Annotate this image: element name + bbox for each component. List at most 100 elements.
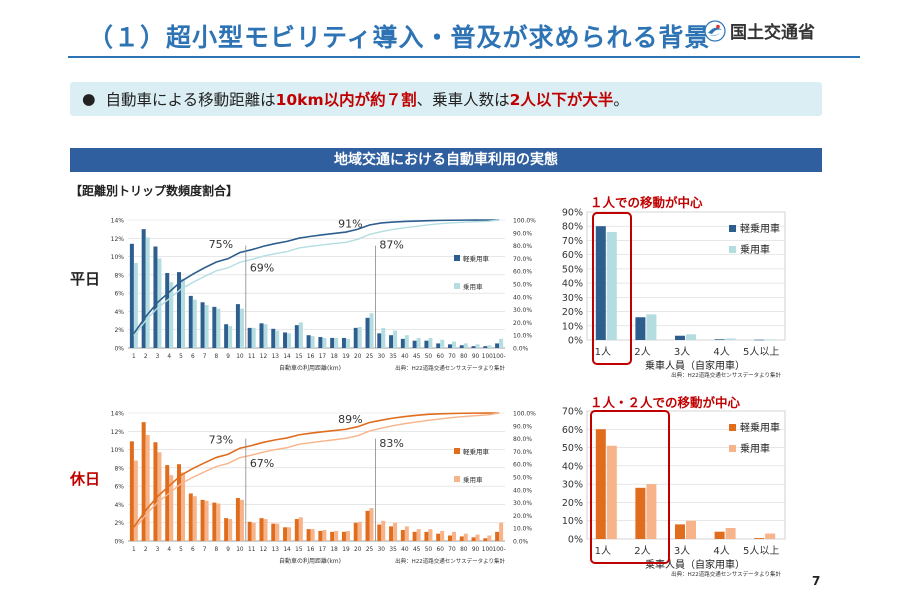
x-tick-label: 3 — [156, 354, 160, 360]
x-tick-label: 16 — [307, 547, 315, 553]
bar-乗用車-80 — [463, 343, 468, 348]
bar-軽乗用車-12 — [259, 518, 264, 541]
bar-乗用車-35 — [393, 330, 398, 348]
y2-tick-label: 70.0% — [513, 449, 532, 456]
bar-乗用車-50 — [428, 337, 433, 348]
holiday-passenger-chart: 0% 10% 20% 30% 40% 50% 60% 70% 1人 2人 3人 4人 5人以上乗車人員（… — [562, 407, 786, 578]
legend-swatch-乗用車 — [454, 476, 460, 482]
bar-乗用車-5 — [181, 278, 186, 348]
x-tick-label: 13 — [272, 354, 280, 360]
x-tick-label: 70 — [448, 547, 456, 553]
y-tick-label: 20% — [562, 498, 583, 509]
bar-乗用車-50 — [428, 529, 433, 541]
bar-乗用車-7 — [204, 500, 209, 541]
bar-乗用車-4 — [169, 475, 174, 541]
bar-軽乗用車-35 — [389, 526, 394, 541]
bar-乗用車-3 — [157, 452, 162, 541]
summary-box: ● 自動車による移動距離は 10km以内が約７割 、乗車人数は 2人以下が大半。 — [70, 82, 822, 116]
x-tick-label: 90 — [472, 354, 480, 360]
bar-軽乗用車-5人以上 — [754, 339, 765, 341]
x-tick-label: 35 — [389, 354, 397, 360]
y2-tick-label: 100.0% — [513, 411, 536, 418]
bar-軽乗用車-20 — [353, 327, 358, 348]
y-tick-label: 60% — [562, 425, 583, 436]
y-tick-label: 12% — [111, 236, 125, 243]
x-tick-label: 11 — [248, 354, 256, 360]
cumulative-line-乗用車 — [133, 219, 500, 337]
holiday-distance-chart: 0% 2% 4% 6% 8% 10% 12% 14% 0.0% 10.0% 20.0% 30.0% 40… — [111, 411, 537, 566]
cumulative-annotation: 91% — [338, 218, 362, 231]
x-axis-label: 乗車人員（自家用車） — [645, 558, 745, 571]
bar-乗用車-5人以上 — [765, 533, 776, 539]
x-tick-label: 2 — [144, 354, 148, 360]
x-tick-label: 100 — [482, 354, 493, 360]
bar-乗用車-11 — [251, 522, 256, 541]
x-tick-label: 12 — [260, 547, 268, 553]
x-tick-label: 13 — [272, 547, 280, 553]
x-tick-label: 5人以上 — [743, 346, 779, 358]
bar-乗用車-100- — [499, 338, 504, 348]
y2-tick-label: 0.0% — [513, 539, 529, 546]
cumulative-annotation: 69% — [250, 262, 274, 275]
y-tick-label: 2% — [114, 520, 124, 527]
x-tick-label: 50 — [425, 547, 433, 553]
bar-軽乗用車-5 — [177, 464, 182, 541]
y-tick-label: 0% — [114, 539, 124, 546]
bar-乗用車-4 — [169, 282, 174, 348]
legend-label: 軽乗用車 — [463, 254, 490, 263]
x-tick-label: 4人 — [713, 346, 729, 358]
bar-乗用車-17 — [322, 530, 327, 541]
legend-swatch-軽乗用車 — [729, 225, 736, 232]
section-banner: 地域交通における自動車利用の実態 — [70, 148, 822, 172]
y-tick-label: 70% — [562, 236, 583, 247]
bar-軽乗用車-3 — [153, 442, 158, 541]
x-tick-label: 1 — [132, 547, 136, 553]
x-tick-label: 50 — [425, 354, 433, 360]
bar-乗用車-3人 — [686, 334, 696, 340]
bar-軽乗用車-19 — [341, 531, 346, 541]
x-tick-label: 15 — [295, 354, 303, 360]
x-tick-label: 3 — [156, 547, 160, 553]
y2-tick-label: 50.0% — [513, 475, 532, 482]
x-tick-label: 18 — [330, 354, 338, 360]
bar-乗用車-2人 — [646, 484, 657, 539]
cumulative-annotation: 83% — [379, 437, 403, 450]
bar-乗用車-90 — [475, 534, 480, 541]
bar-軽乗用車-15 — [294, 519, 299, 541]
bar-軽乗用車-80 — [459, 536, 464, 541]
y2-tick-label: 20.0% — [513, 513, 532, 520]
bar-軽乗用車-5人以上 — [754, 538, 765, 539]
y-tick-label: 40% — [562, 461, 583, 472]
y2-tick-label: 80.0% — [513, 436, 532, 443]
holiday-passenger-headline: １人・２人での移動が中心 — [590, 395, 741, 410]
bar-軽乗用車-1 — [129, 441, 134, 541]
y2-tick-label: 60.0% — [513, 269, 532, 276]
legend-swatch-軽乗用車 — [454, 448, 460, 454]
x-tick-label: 15 — [295, 547, 303, 553]
x-tick-label: 90 — [472, 547, 480, 553]
x-tick-label: 70 — [448, 354, 456, 360]
ministry-logo: 国土交通省 — [704, 18, 815, 43]
x-tick-label: 14 — [283, 354, 291, 360]
y2-tick-label: 0.0% — [513, 346, 529, 353]
bar-乗用車-16 — [310, 529, 315, 541]
bar-軽乗用車-2人 — [635, 487, 646, 539]
holiday-label: 休日 — [70, 470, 101, 488]
cumulative-line-乗用車 — [133, 412, 500, 531]
holiday-one-two-person-highlight-box — [590, 410, 670, 564]
bar-乗用車-9 — [228, 519, 233, 541]
x-tick-label: 2人 — [634, 346, 650, 358]
x-tick-label: 14 — [283, 547, 291, 553]
bar-軽乗用車-8 — [212, 306, 217, 348]
bar-乗用車-14 — [287, 333, 292, 348]
bar-軽乗用車-3人 — [675, 335, 685, 340]
bar-軽乗用車-1人 — [595, 226, 606, 340]
bar-乗用車-5 — [181, 472, 186, 541]
source-note: 出典：H22道路交通センサスデータより集計 — [395, 557, 505, 565]
x-tick-label: 5人以上 — [743, 545, 779, 557]
bar-軽乗用車-20 — [353, 522, 358, 541]
x-tick-label: 80 — [460, 547, 468, 553]
y-tick-label: 6% — [114, 484, 124, 491]
cumulative-annotation: 73% — [209, 434, 233, 447]
legend-label: 乗用車 — [463, 282, 483, 291]
